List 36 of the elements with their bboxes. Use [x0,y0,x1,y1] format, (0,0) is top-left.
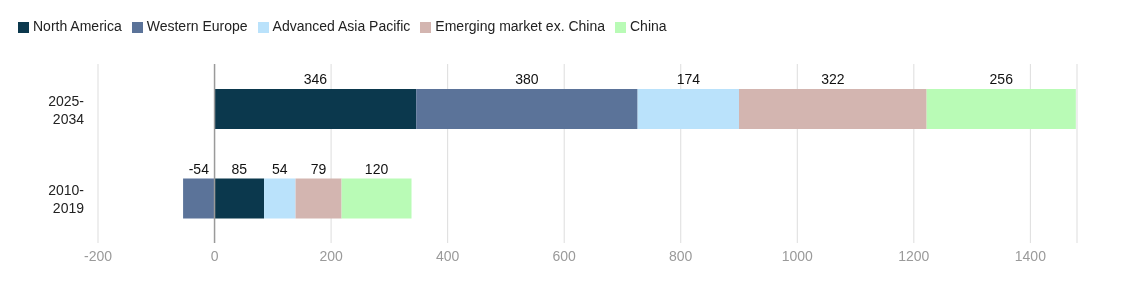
bar [416,89,638,129]
bar [295,178,342,219]
data-label: 174 [676,71,701,87]
bar [637,89,740,129]
data-label: 79 [310,160,327,177]
bar [926,89,1076,129]
bar [214,178,265,219]
x-tick-label: 1200 [898,247,930,264]
bar [739,89,927,129]
data-label: 120 [364,160,389,177]
x-tick-label: -200 [83,247,113,264]
data-label: 322 [821,71,845,87]
legend-label: North America [33,18,122,34]
data-label: 346 [303,71,328,87]
data-label: 85 [231,160,248,177]
y-tick-label: 2025-2034 [48,92,85,127]
legend-label: China [630,18,667,34]
legend-label: Advanced Asia Pacific [272,18,411,34]
bar [264,178,296,219]
data-label: 380 [515,71,539,87]
legend-label: Emerging market ex. China [435,18,605,34]
x-tick-label: 200 [319,247,343,264]
bar [214,89,417,129]
x-tick-label: 400 [435,247,460,264]
x-tick-label: 1400 [1014,247,1047,264]
data-label: -54 [188,160,210,177]
bar [341,178,412,219]
x-tick-label: 0 [210,247,219,264]
data-label: 54 [272,160,288,177]
legend-label: Western Europe [146,18,248,34]
x-tick-label: 1000 [781,247,814,264]
x-tick-label: 800 [669,247,693,264]
x-tick-label: 600 [552,247,577,264]
data-label: 256 [989,71,1014,87]
y-tick-label: 2010-2019 [48,182,85,217]
bar [183,178,215,219]
